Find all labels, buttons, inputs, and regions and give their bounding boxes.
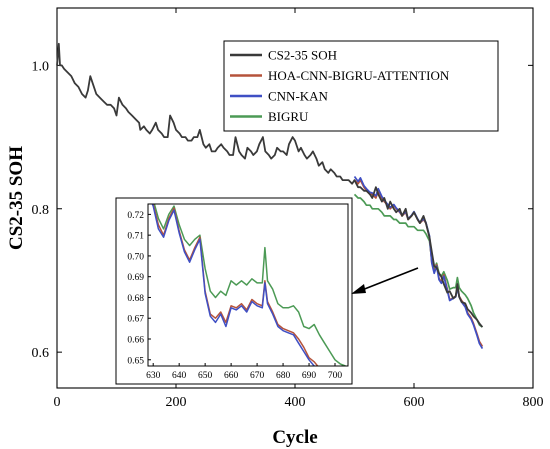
inset-series-group: [151, 204, 346, 366]
inset-x-tick-label: 700: [328, 371, 343, 381]
x-tick-label: 200: [166, 395, 187, 410]
legend: CS2-35 SOH HOA-CNN-BIGRU-ATTENTION CNN-KAN…: [223, 40, 499, 132]
inset-y-tick-label: 0.72: [127, 211, 144, 221]
main-series-group: [56, 42, 484, 350]
inset-y-tick-label: 0.70: [127, 252, 144, 262]
inset-x-tick-label: 650: [198, 371, 213, 381]
x-tick-label: 600: [404, 395, 425, 410]
y-tick-label: 1.0: [32, 59, 50, 74]
main-axes: 0 200 400 600 800 0.6 0.8 1.0: [32, 7, 544, 410]
inset-x-tick-label: 690: [302, 371, 317, 381]
inset-y-tick-label: 0.66: [127, 336, 144, 346]
arrow-line: [361, 267, 419, 291]
legend-label: CNN-KAN: [268, 89, 329, 104]
legend-box: [223, 40, 499, 132]
series-line-cs2-35-soh: [56, 42, 484, 328]
x-tick-label: 400: [285, 395, 306, 410]
legend-label: CS2-35 SOH: [268, 48, 337, 63]
arrow-head: [351, 284, 366, 294]
inset-line-cnn-kan: [151, 204, 316, 366]
inset-background: [115, 197, 353, 385]
inset-frame: [147, 203, 349, 367]
inset-line-bigru: [153, 204, 346, 366]
series-line-bigru: [353, 193, 483, 328]
inset-x-tick-label: 680: [276, 371, 291, 381]
legend-label: HOA-CNN-BIGRU-ATTENTION: [268, 68, 450, 83]
inset-x-tick-label: 630: [146, 371, 161, 381]
y-tick-label: 0.6: [32, 346, 50, 361]
inset-x-tick-label: 660: [224, 371, 239, 381]
legend-label: BIGRU: [268, 109, 309, 124]
x-tick-label: 0: [54, 395, 61, 410]
x-axis-title: Cycle: [272, 427, 317, 448]
x-tick-label: 800: [523, 395, 544, 410]
zoom-arrow: [351, 267, 419, 294]
inset-y-tick-label: 0.69: [127, 273, 144, 283]
inset-y-tick-label: 0.68: [127, 294, 144, 304]
inset-y-tick-label: 0.71: [127, 232, 144, 242]
y-axis-title: CS2-35 SOH: [6, 146, 27, 250]
inset-x-tick-label: 640: [172, 371, 187, 381]
inset-zoom: 630 640 650 660 670 680 690 700 0.65 0.66 0.67 0.68…: [115, 197, 353, 385]
inset-y-tick-label: 0.65: [127, 356, 144, 366]
y-tick-label: 0.8: [32, 203, 50, 218]
inset-x-tick-label: 670: [250, 371, 265, 381]
inset-y-tick-label: 0.67: [127, 315, 144, 325]
